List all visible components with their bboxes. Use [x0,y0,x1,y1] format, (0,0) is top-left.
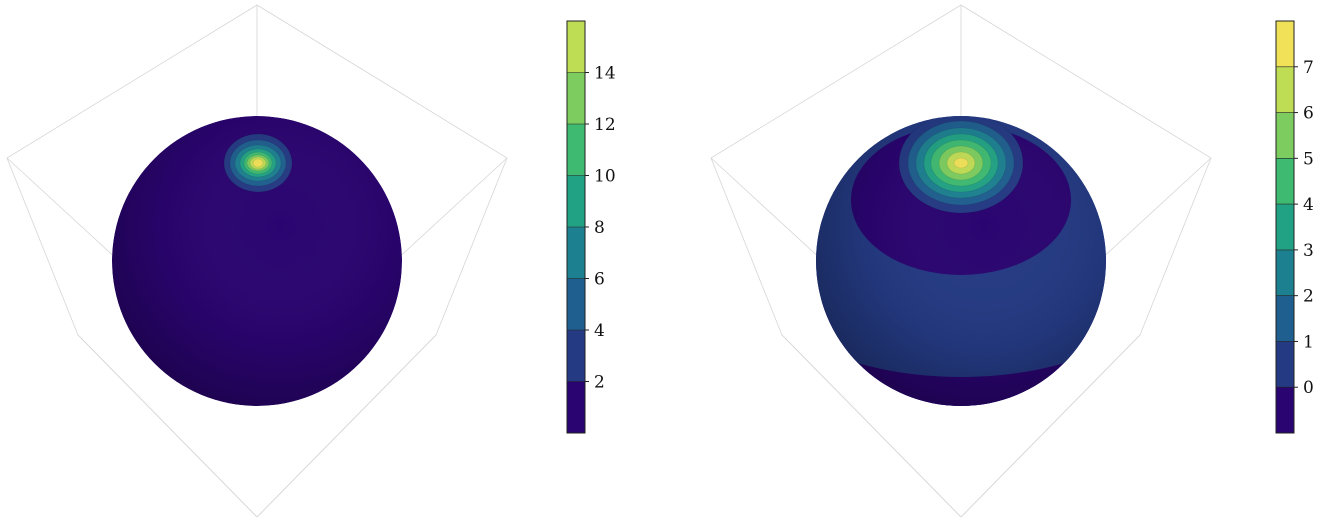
colorbar-tick-label: 1 [1303,332,1314,352]
colorbar-tick-label: 2 [594,373,605,393]
colorbar-segment [1276,341,1294,388]
sphere-shading [816,116,1106,406]
colorbar-segment [1276,158,1294,205]
colorbar-segment [567,278,585,330]
colorbar-segment [567,124,585,176]
colorbar-tick-label: 2 [1303,287,1314,307]
colorbar-1: 2 4 6 8 10 12 14 [566,20,616,434]
colorbar-tick-label: 12 [594,115,616,135]
plot-panel-2: 0 1 2 3 4 5 6 7 [710,4,1314,517]
colorbar-tick-label: 6 [1303,104,1314,124]
colorbar-segment [567,381,585,433]
colorbar-tick-label: 7 [1303,58,1314,78]
colorbar-tick-label: 14 [594,64,616,84]
grid-line [781,334,962,517]
grid-line [960,334,1141,517]
colorbar-segment [1276,204,1294,250]
colorbar-segment [567,21,585,73]
colorbar-tick-label: 0 [1303,378,1314,398]
colorbar-tick-label: 4 [1303,195,1314,215]
colorbar-tick-label: 4 [594,321,605,341]
sphere-shading [112,116,402,406]
colorbar-segment [567,330,585,382]
sphere-surface-2 [816,116,1106,406]
colorbar-tick-label: 3 [1303,241,1314,261]
colorbar-segment [1276,21,1294,67]
colorbar-2: 0 1 2 3 4 5 6 7 [1275,20,1314,434]
colorbar-segment [1276,112,1294,159]
colorbar-segment [567,175,585,227]
colorbar-segment [567,227,585,279]
colorbar-tick-label: 6 [594,270,605,290]
colorbar-segment [1276,66,1294,113]
plot-panel-1: 2 4 6 8 10 12 14 [6,4,616,517]
sphere-surface-1 [112,116,402,406]
grid-line [77,334,258,517]
grid-line [256,334,437,517]
colorbar-segment [1276,295,1294,342]
colorbar-segment [567,72,585,124]
colorbar-segment [1276,387,1294,433]
colorbar-segment [1276,249,1294,296]
colorbar-tick-label: 5 [1303,149,1314,169]
colorbar-frame [1275,20,1295,434]
colorbar-tick-label: 10 [594,167,616,187]
colorbar-tick-label: 8 [594,218,605,238]
